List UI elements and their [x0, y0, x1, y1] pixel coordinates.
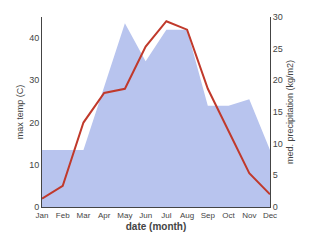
svg-text:max temp (C): max temp (C) — [15, 85, 25, 140]
svg-text:30: 30 — [29, 75, 39, 85]
svg-text:15: 15 — [273, 107, 283, 117]
svg-text:date (month): date (month) — [126, 221, 187, 232]
svg-text:40: 40 — [29, 33, 39, 43]
svg-text:20: 20 — [273, 75, 283, 85]
svg-text:Jul: Jul — [161, 211, 171, 220]
svg-text:0: 0 — [34, 202, 39, 212]
svg-text:med. precipitation (kg/m2): med. precipitation (kg/m2) — [285, 60, 295, 164]
svg-text:Oct: Oct — [222, 211, 235, 220]
svg-text:Aug: Aug — [180, 211, 194, 220]
svg-text:25: 25 — [273, 44, 283, 54]
svg-text:Sep: Sep — [201, 211, 216, 220]
svg-text:May: May — [117, 211, 132, 220]
svg-text:Feb: Feb — [56, 211, 70, 220]
svg-text:20: 20 — [29, 118, 39, 128]
svg-text:Jun: Jun — [139, 211, 152, 220]
svg-text:Nov: Nov — [242, 211, 256, 220]
svg-text:Jan: Jan — [36, 211, 49, 220]
svg-text:Mar: Mar — [77, 211, 91, 220]
svg-text:5: 5 — [273, 170, 278, 180]
svg-text:Apr: Apr — [98, 211, 111, 220]
svg-text:10: 10 — [29, 160, 39, 170]
svg-text:30: 30 — [273, 12, 283, 22]
svg-text:10: 10 — [273, 139, 283, 149]
svg-text:0: 0 — [273, 202, 278, 212]
svg-text:Dec: Dec — [263, 211, 277, 220]
